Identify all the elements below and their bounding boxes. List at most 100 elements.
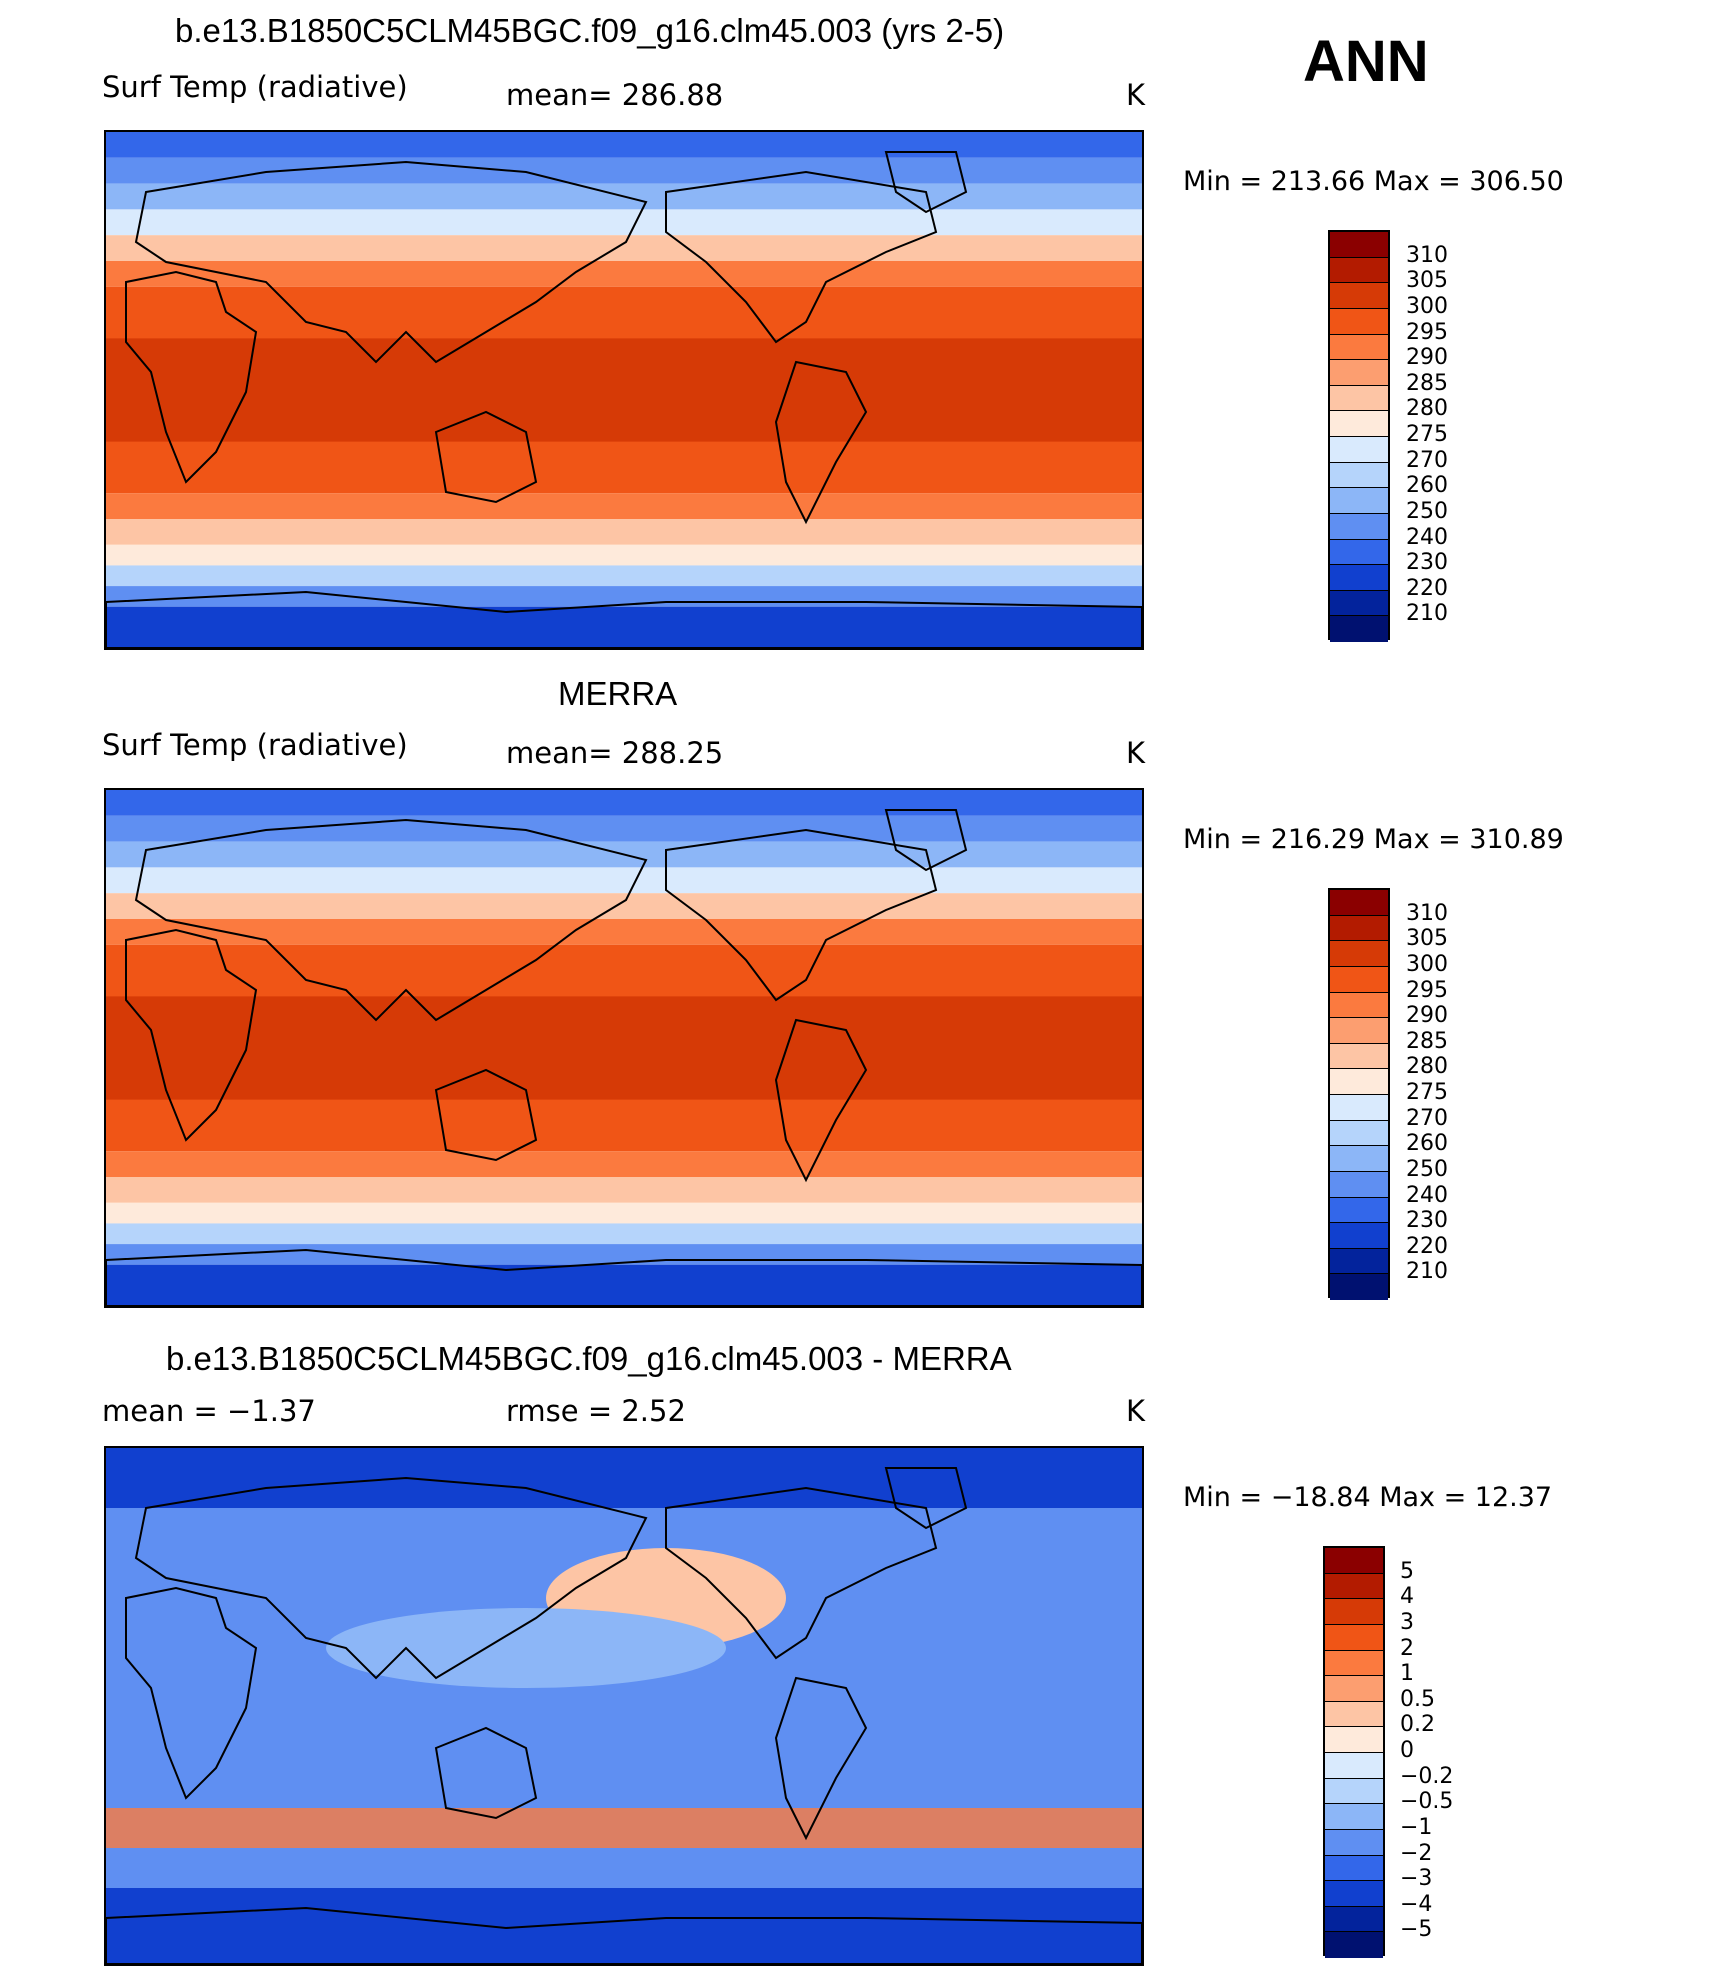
- colorbar-segment: [1325, 1548, 1383, 1574]
- colorbar-tick-label: 290: [1406, 345, 1448, 371]
- colorbar-segment: [1330, 1018, 1388, 1044]
- colorbar-segment: [1325, 1881, 1383, 1907]
- panel2-map: [104, 788, 1144, 1308]
- colorbar-segment: [1330, 915, 1388, 942]
- colorbar-tick-label: −5: [1400, 1917, 1433, 1943]
- colorbar-tick-label: 220: [1406, 1233, 1448, 1259]
- panel3-colorbar: [1323, 1546, 1385, 1958]
- panel1-minmax: Min = 213.66 Max = 306.50: [1183, 166, 1564, 197]
- colorbar-segment: [1325, 1599, 1383, 1625]
- colorbar-tick-label: 0.2: [1400, 1712, 1435, 1738]
- colorbar-tick-label: 305: [1406, 926, 1448, 952]
- colorbar-tick-label: 1: [1400, 1661, 1414, 1687]
- colorbar-tick-label: 250: [1406, 1156, 1448, 1182]
- panel3-rmse-label: rmse = 2.52: [506, 1394, 686, 1428]
- colorbar-segment: [1330, 437, 1388, 463]
- colorbar-tick-label: 260: [1406, 473, 1448, 499]
- colorbar-segment: [1330, 1146, 1388, 1172]
- colorbar-tick-label: 210: [1406, 601, 1448, 627]
- panel1-mean-label: mean= 286.88: [506, 78, 724, 112]
- colorbar-tick-label: 230: [1406, 550, 1448, 576]
- colorbar-tick-label: 230: [1406, 1208, 1448, 1234]
- colorbar-segment: [1330, 1223, 1388, 1249]
- colorbar-tick-label: −0.2: [1400, 1763, 1454, 1789]
- panel3-title: b.e13.B1850C5CLM45BGC.f09_g16.clm45.003 …: [166, 1340, 1012, 1377]
- colorbar-segment: [1325, 1932, 1383, 1958]
- colorbar-tick-label: 275: [1406, 1080, 1448, 1105]
- colorbar-segment: [1330, 890, 1388, 916]
- colorbar-tick-label: 300: [1406, 293, 1448, 319]
- colorbar-segment: [1325, 1573, 1383, 1600]
- colorbar-segment: [1330, 992, 1388, 1019]
- colorbar-tick-label: 240: [1406, 1182, 1448, 1208]
- colorbar-segment: [1330, 565, 1388, 591]
- colorbar-segment: [1325, 1727, 1383, 1753]
- colorbar-tick-label: 280: [1406, 396, 1448, 422]
- colorbar-segment: [1325, 1624, 1383, 1651]
- panel1-colorbar: [1328, 230, 1390, 642]
- colorbar-segment: [1330, 1095, 1388, 1121]
- colorbar-tick-label: 300: [1406, 951, 1448, 977]
- colorbar-segment: [1330, 616, 1388, 642]
- colorbar-tick-label: 275: [1406, 422, 1448, 447]
- colorbar-segment: [1325, 1778, 1383, 1805]
- colorbar-segment: [1330, 590, 1388, 617]
- colorbar-segment: [1330, 360, 1388, 386]
- colorbar-segment: [1325, 1829, 1383, 1856]
- panel2-units: K: [1126, 736, 1146, 770]
- colorbar-tick-label: 310: [1406, 900, 1448, 926]
- panel2-variable-label: Surf Temp (radiative): [102, 728, 408, 762]
- colorbar-tick-label: 220: [1406, 575, 1448, 601]
- colorbar-segment: [1330, 308, 1388, 335]
- colorbar-segment: [1330, 1069, 1388, 1095]
- panel3-map: [104, 1446, 1144, 1966]
- panel1-variable-label: Surf Temp (radiative): [102, 70, 408, 104]
- colorbar-segment: [1330, 1171, 1388, 1198]
- colorbar-segment: [1330, 941, 1388, 967]
- panel1-map: [104, 130, 1144, 650]
- colorbar-segment: [1330, 283, 1388, 309]
- colorbar-segment: [1325, 1753, 1383, 1779]
- colorbar-tick-label: 270: [1406, 1105, 1448, 1131]
- panel1-units: K: [1126, 78, 1146, 112]
- colorbar-segment: [1325, 1701, 1383, 1728]
- colorbar-segment: [1330, 1043, 1388, 1070]
- colorbar-tick-label: 260: [1406, 1131, 1448, 1157]
- colorbar-tick-label: 305: [1406, 268, 1448, 294]
- colorbar-tick-label: 240: [1406, 524, 1448, 550]
- colorbar-tick-label: −4: [1400, 1891, 1433, 1917]
- panel2-colorbar: [1328, 888, 1390, 1300]
- colorbar-segment: [1330, 232, 1388, 258]
- colorbar-tick-label: 210: [1406, 1259, 1448, 1285]
- panel3-units: K: [1126, 1394, 1146, 1428]
- panel1-title: b.e13.B1850C5CLM45BGC.f09_g16.clm45.003 …: [175, 12, 1005, 49]
- colorbar-tick-label: 0.5: [1400, 1686, 1435, 1712]
- colorbar-segment: [1330, 462, 1388, 489]
- colorbar-segment: [1330, 1197, 1388, 1224]
- colorbar-segment: [1330, 411, 1388, 437]
- colorbar-segment: [1325, 1676, 1383, 1702]
- colorbar-tick-label: 285: [1406, 1028, 1448, 1054]
- colorbar-segment: [1330, 966, 1388, 993]
- colorbar-tick-label: 3: [1400, 1609, 1414, 1635]
- colorbar-tick-label: 295: [1406, 319, 1448, 345]
- colorbar-segment: [1330, 1120, 1388, 1147]
- panel2-mean-label: mean= 288.25: [506, 736, 724, 770]
- colorbar-tick-label: 310: [1406, 242, 1448, 268]
- colorbar-tick-label: 290: [1406, 1003, 1448, 1029]
- colorbar-tick-label: 0: [1400, 1738, 1414, 1763]
- colorbar-segment: [1330, 1274, 1388, 1300]
- colorbar-segment: [1330, 1248, 1388, 1275]
- panel3-mean-label: mean = −1.37: [102, 1394, 316, 1428]
- panel2-minmax: Min = 216.29 Max = 310.89: [1183, 824, 1564, 855]
- colorbar-segment: [1325, 1650, 1383, 1677]
- colorbar-segment: [1325, 1906, 1383, 1933]
- colorbar-tick-label: −1: [1400, 1814, 1433, 1840]
- colorbar-segment: [1325, 1804, 1383, 1830]
- colorbar-segment: [1325, 1855, 1383, 1882]
- colorbar-tick-label: −3: [1400, 1866, 1433, 1892]
- colorbar-tick-label: 285: [1406, 370, 1448, 396]
- colorbar-tick-label: −0.5: [1400, 1789, 1454, 1815]
- colorbar-segment: [1330, 385, 1388, 412]
- colorbar-segment: [1330, 539, 1388, 566]
